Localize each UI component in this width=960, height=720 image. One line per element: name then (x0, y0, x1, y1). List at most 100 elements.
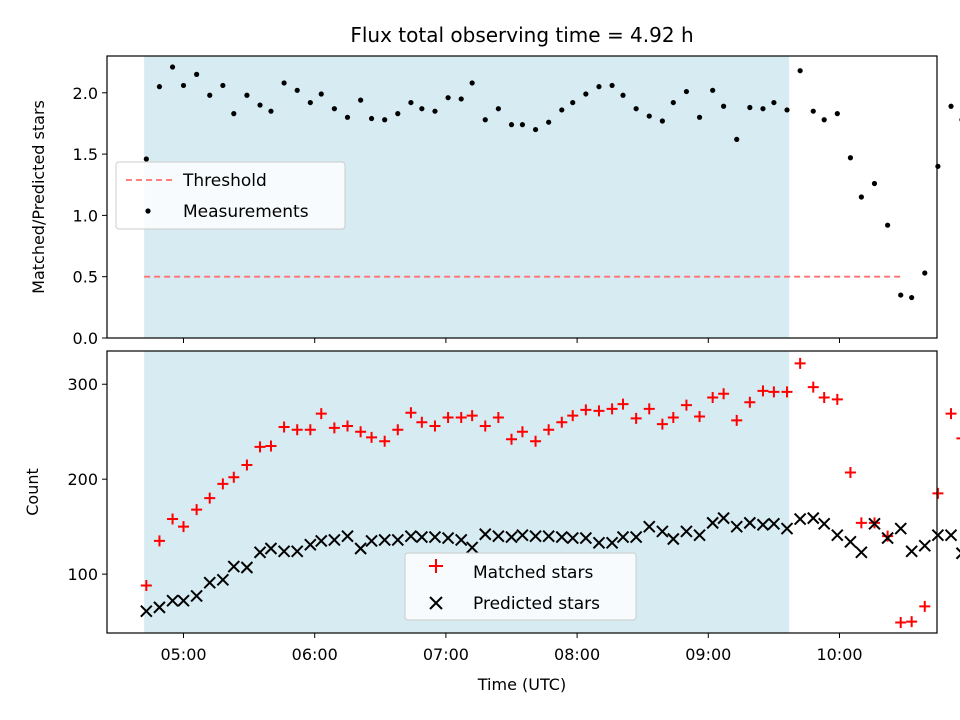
measurement-point (532, 126, 539, 133)
measurement-point (659, 118, 665, 124)
measurement-point (419, 106, 425, 112)
predicted-star-marker (680, 525, 693, 538)
measurement-point (169, 64, 176, 70)
measurement-point (220, 82, 226, 89)
predicted-star-marker (341, 529, 354, 543)
top-y-tick-label: 0.5 (73, 268, 98, 287)
measurement-point (318, 91, 324, 97)
predicted-star-marker (605, 536, 619, 550)
matched-star-marker (630, 412, 642, 424)
measurement-point (180, 82, 187, 89)
matched-star-points (140, 357, 960, 629)
legend-measurements-swatch (145, 208, 151, 214)
matched-star-marker (617, 398, 629, 410)
matched-star-marker (140, 580, 152, 592)
matched-star-marker (919, 600, 931, 612)
predicted-star-marker (454, 533, 468, 547)
measurement-point (307, 99, 313, 106)
measurement-point (810, 108, 816, 114)
predicted-star-marker (492, 529, 505, 543)
predicted-star-marker (555, 530, 569, 544)
x-tick-label: 10:00 (816, 645, 862, 664)
measurement-points (143, 64, 960, 301)
predicted-star-marker (290, 545, 304, 558)
measurement-point (207, 92, 213, 98)
matched-star-marker (580, 404, 592, 416)
predicted-star-marker (667, 532, 680, 546)
measurement-point (583, 91, 589, 97)
predicted-star-marker (743, 516, 757, 530)
predicted-star-marker (253, 546, 267, 559)
predicted-star-marker (616, 530, 630, 544)
predicted-star-marker (894, 522, 907, 535)
predicted-star-marker (817, 517, 831, 531)
predicted-star-marker (354, 542, 367, 555)
predicted-star-marker (166, 594, 179, 607)
measurement-point (747, 104, 753, 111)
matched-star-marker (844, 467, 856, 479)
top-y-tick-label: 1.0 (73, 206, 98, 225)
predicted-star-marker (656, 525, 669, 538)
matched-star-marker (906, 616, 918, 628)
predicted-star-marker (918, 539, 931, 552)
predicted-star-marker (216, 573, 230, 587)
predicted-star-marker (807, 511, 820, 525)
matched-star-marker (895, 617, 907, 629)
matched-star-marker (178, 521, 189, 533)
top-y-tick-label: 1.5 (73, 145, 98, 164)
measurement-point (710, 87, 716, 93)
matched-star-marker (204, 492, 216, 504)
predicted-star-marker (542, 529, 555, 543)
matched-star-marker (543, 424, 555, 436)
predicted-star-marker (629, 530, 643, 544)
predicted-star-marker (391, 533, 405, 547)
predicted-star-marker (315, 534, 328, 548)
matched-star-marker (254, 441, 266, 453)
bottom-y-tick-label: 200 (67, 470, 98, 489)
measurement-point (596, 84, 602, 90)
predicted-star-points (140, 511, 960, 618)
matched-star-marker (567, 410, 579, 422)
measurement-point (156, 84, 163, 90)
predicted-star-marker (955, 547, 960, 560)
matched-star-marker (768, 386, 780, 398)
x-tick-label: 06:00 (292, 645, 338, 664)
measurement-point (482, 117, 488, 123)
predicted-star-marker (505, 530, 518, 544)
measurement-point (771, 99, 777, 106)
measurement-point (368, 115, 375, 122)
legend-threshold-label: Threshold (182, 171, 267, 191)
predicted-star-marker (693, 528, 706, 542)
measurement-point (909, 294, 915, 301)
matched-star-marker (492, 411, 504, 423)
top-y-tick-label: 2.0 (73, 84, 98, 103)
predicted-star-marker (756, 518, 770, 531)
predicted-star-marker (264, 542, 278, 555)
measurement-point (194, 71, 200, 77)
matched-star-marker (167, 513, 179, 525)
bottom-y-tick-label: 100 (67, 565, 98, 584)
legend-matched-label: Matched stars (473, 563, 593, 583)
matched-star-marker (707, 392, 719, 404)
predicted-star-marker (717, 511, 730, 525)
predicted-star-marker (428, 530, 442, 544)
x-axis-label: Time (UTC) (477, 675, 566, 694)
matched-star-marker (593, 405, 605, 417)
measurement-point (948, 103, 954, 109)
matched-star-marker (379, 435, 391, 447)
measurement-point (559, 107, 565, 113)
measurement-point (935, 163, 941, 169)
measurement-point (244, 92, 250, 98)
matched-star-marker (718, 388, 730, 400)
predicted-star-marker (227, 560, 241, 573)
matched-star-marker (342, 420, 353, 432)
matched-star-marker (442, 411, 454, 423)
matched-star-marker (956, 437, 960, 440)
predicted-star-marker (592, 536, 606, 550)
top-x-ticks (183, 338, 840, 343)
matched-star-marker (882, 530, 894, 542)
matched-star-marker (228, 471, 240, 483)
matched-star-marker (855, 517, 867, 529)
measurement-point (885, 222, 891, 228)
